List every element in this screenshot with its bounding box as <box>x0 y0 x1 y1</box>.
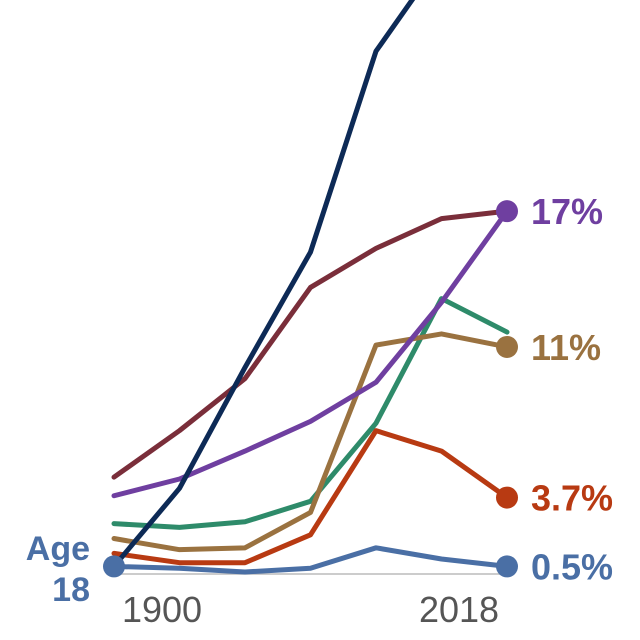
series-line <box>111 208 510 480</box>
age-start-label: Age 18 <box>26 530 90 609</box>
series-end-marker <box>496 335 518 358</box>
series-end-marker <box>496 200 518 223</box>
age-label-line1: Age <box>26 530 90 568</box>
series-end-label: 17% <box>531 191 603 232</box>
series-end-marker <box>496 555 518 578</box>
series-end-labels: 0.5%3.7%11%17%29% <box>531 191 613 587</box>
series-line <box>111 208 510 499</box>
series-end-markers <box>103 200 518 578</box>
start-marker <box>103 555 125 578</box>
axes: 1900 2018 <box>114 573 507 630</box>
series-line <box>111 331 510 553</box>
series-end-marker <box>496 486 518 509</box>
x-tick-label: 2018 <box>419 589 499 630</box>
series-line <box>111 545 510 575</box>
x-tick-label: 1900 <box>122 589 202 630</box>
age-label-line2: 18 <box>52 571 90 609</box>
series-lines <box>111 0 510 575</box>
series-line <box>111 0 416 569</box>
series-line <box>111 428 510 566</box>
series-end-label: 3.7% <box>531 478 613 519</box>
series-end-label: 11% <box>531 327 601 368</box>
series-end-label: 0.5% <box>531 546 613 587</box>
